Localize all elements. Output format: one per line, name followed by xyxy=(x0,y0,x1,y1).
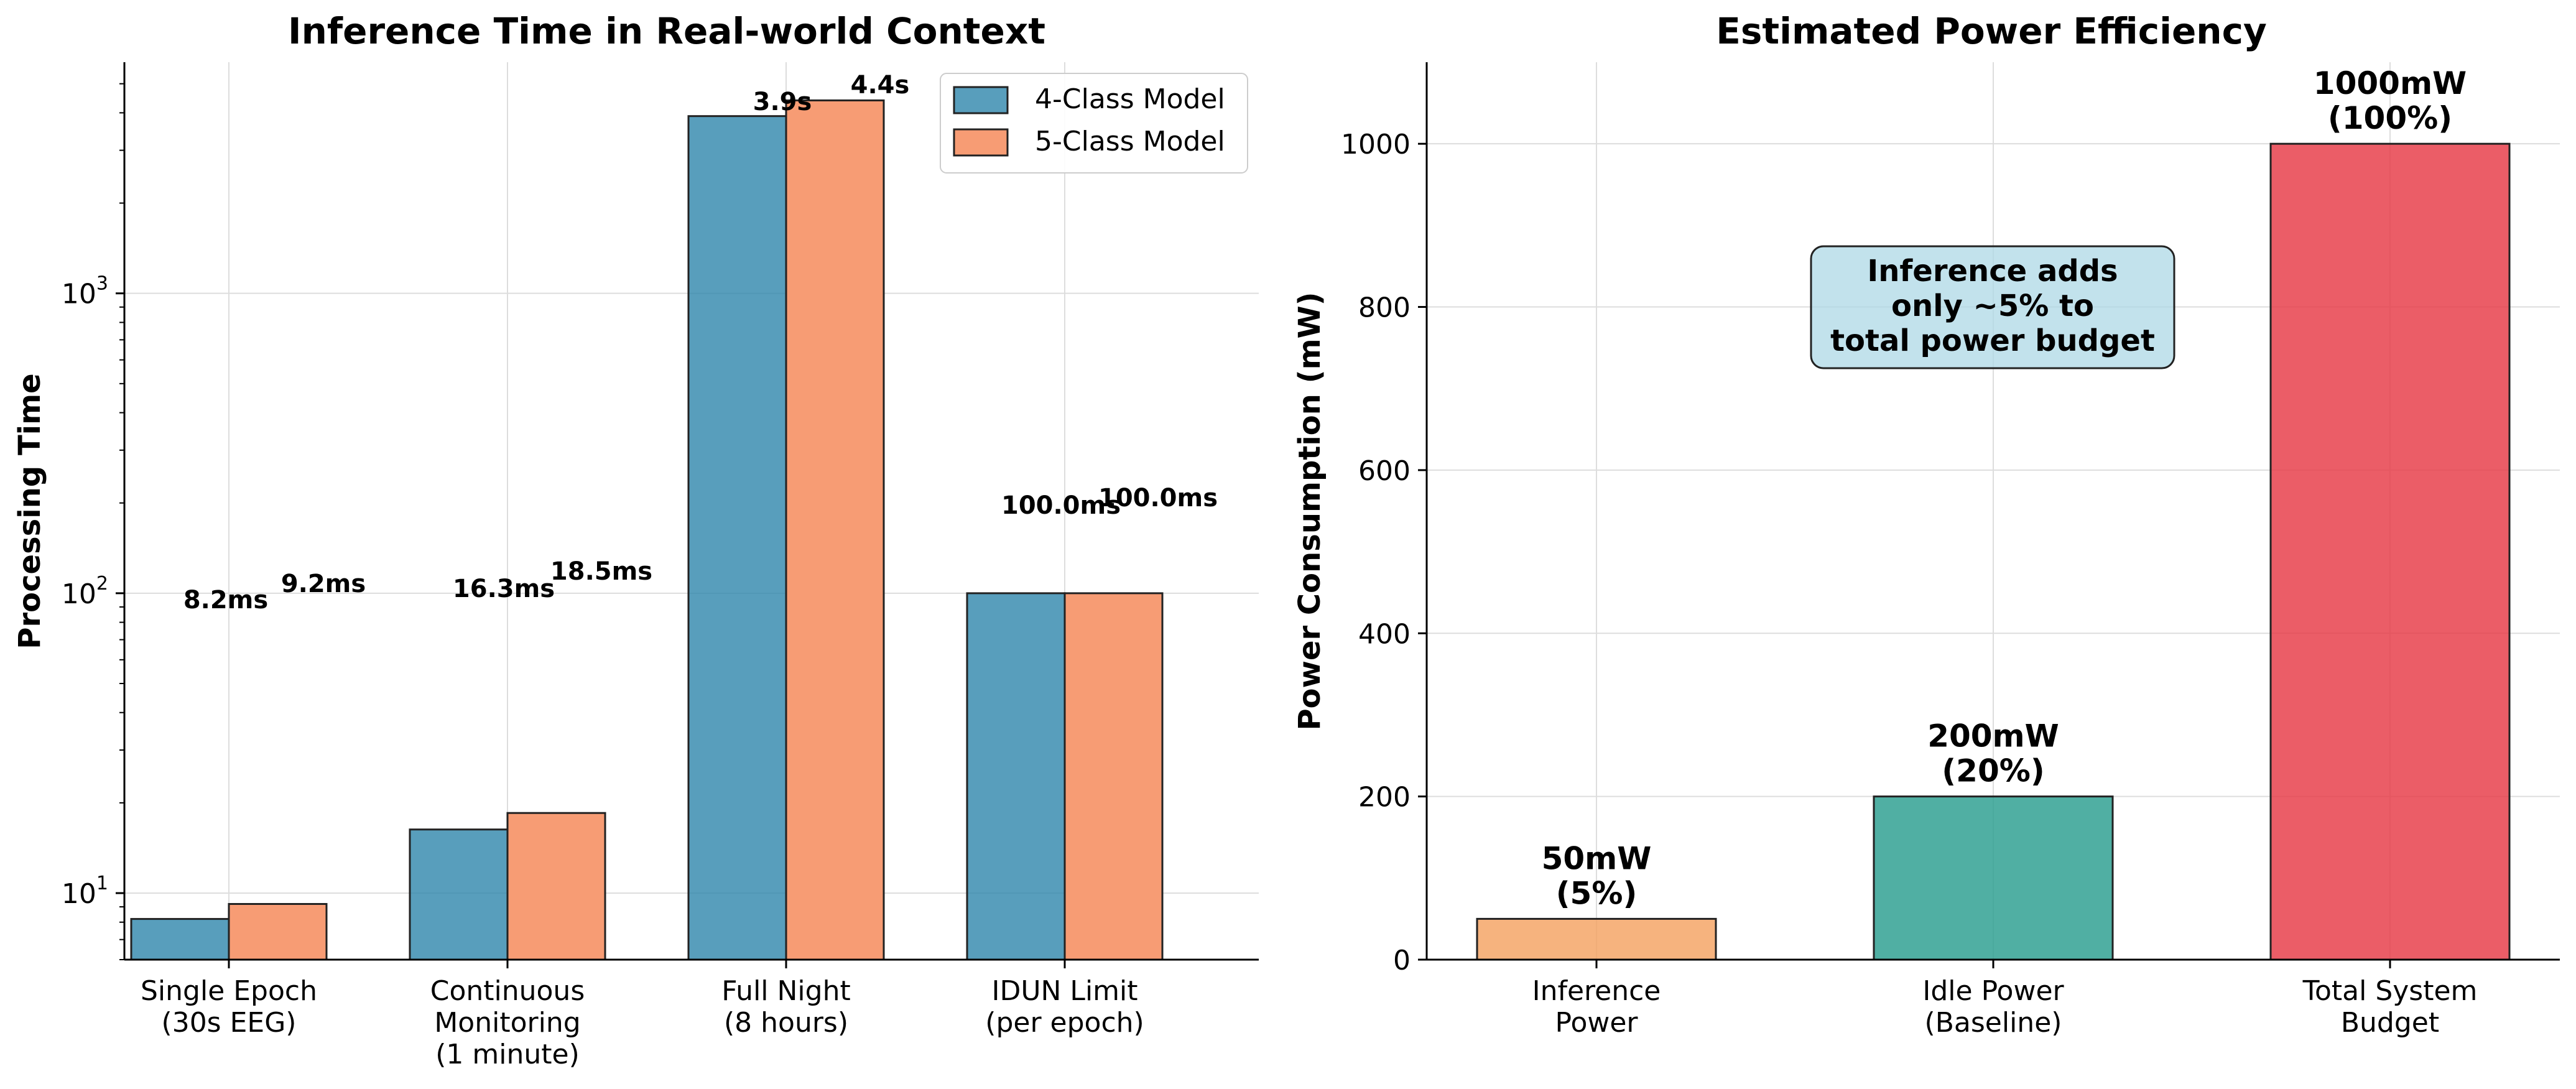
bar-5class xyxy=(785,99,885,961)
data-label: 8.2ms xyxy=(183,586,268,614)
right-bars xyxy=(1476,142,2511,961)
legend-box xyxy=(940,73,1248,174)
y-tick-label: 1000 xyxy=(1341,129,1411,160)
data-label: 4.4s xyxy=(851,71,910,100)
left-ticks: 101 102 103 Single Epoch (30s EEG) Continuous… xyxy=(62,83,1144,1070)
right-y-axis-label: Power Consumption (mW) xyxy=(1292,292,1327,730)
right-chart-title: Estimated Power Efficiency xyxy=(1716,10,2267,52)
y-tick-label: 200 xyxy=(1358,782,1411,813)
bar-4class xyxy=(687,115,787,961)
annotation-text: Inference adds only ~5% to total power bud… xyxy=(1830,254,2155,358)
right-data-labels: 50mW (5%) 200mW (20%) 1000mW (100%) xyxy=(1542,65,2467,911)
x-category-label: IDUN Limit (per epoch) xyxy=(985,975,1144,1039)
y-tick-label: 103 xyxy=(62,273,108,310)
bar-4class xyxy=(966,592,1066,961)
bar-4class xyxy=(130,918,230,961)
bar-5class xyxy=(506,812,606,961)
y-tick-label: 101 xyxy=(62,873,108,910)
left-axes xyxy=(123,62,1259,961)
x-category-label: Inference Power xyxy=(1532,975,1661,1039)
power-efficiency-chart: 0 200 400 600 800 1000 Inference Power Idle Powe… xyxy=(1292,10,2560,1039)
legend-label: 4-Class Model xyxy=(1035,83,1225,115)
x-category-label: Single Epoch (30s EEG) xyxy=(141,975,317,1039)
data-label: 200mW (20%) xyxy=(1927,718,2059,789)
bar-power xyxy=(1476,917,1717,961)
right-ticks: 0 200 400 600 800 1000 Inference Power Idle Powe… xyxy=(1341,129,2477,1039)
data-label: 18.5ms xyxy=(550,557,652,586)
x-category-label: Full Night (8 hours) xyxy=(721,975,850,1039)
x-category-label: Idle Power (Baseline) xyxy=(1922,975,2064,1039)
left-chart-title: Inference Time in Real-world Context xyxy=(288,10,1045,52)
bar-4class xyxy=(409,828,509,961)
legend-label: 5-Class Model xyxy=(1035,126,1225,157)
data-label: 50mW (5%) xyxy=(1542,840,1652,911)
data-label: 1000mW (100%) xyxy=(2314,65,2467,136)
y-tick-label: 102 xyxy=(62,573,108,610)
bar-power xyxy=(2269,142,2511,961)
data-label: 100.0ms xyxy=(1001,491,1121,520)
bar-power xyxy=(1873,795,2114,961)
y-tick-label: 600 xyxy=(1358,455,1411,487)
data-label: 3.9s xyxy=(753,88,812,116)
bar-5class xyxy=(228,902,328,961)
left-y-axis-label: Processing Time xyxy=(12,373,47,649)
legend-swatch xyxy=(953,128,1009,157)
left-bars xyxy=(130,99,1164,961)
data-label: 16.3ms xyxy=(453,575,555,603)
y-tick-label: 800 xyxy=(1358,292,1411,324)
x-category-label: Continuous Monitoring (1 minute) xyxy=(430,975,585,1070)
left-legend: 4-Class Model 5-Class Model xyxy=(940,73,1248,174)
y-tick-label: 400 xyxy=(1358,618,1411,650)
power-annotation-box: Inference adds only ~5% to total power bud… xyxy=(1810,245,2175,369)
inference-time-chart: 101 102 103 Single Epoch (30s EEG) Continuous… xyxy=(12,10,1259,1070)
legend-swatch xyxy=(953,86,1009,114)
x-category-label: Total System Budget xyxy=(2302,975,2478,1039)
y-tick-label: 0 xyxy=(1393,945,1411,976)
bar-5class xyxy=(1063,592,1164,961)
left-data-labels: 8.2ms 16.3ms 3.9s 100.0ms 9.2ms 18.5ms 4.4s 100… xyxy=(183,71,1218,614)
data-label: 100.0ms xyxy=(1098,484,1218,512)
annotation-box xyxy=(1810,245,2175,369)
data-label: 9.2ms xyxy=(281,570,366,598)
